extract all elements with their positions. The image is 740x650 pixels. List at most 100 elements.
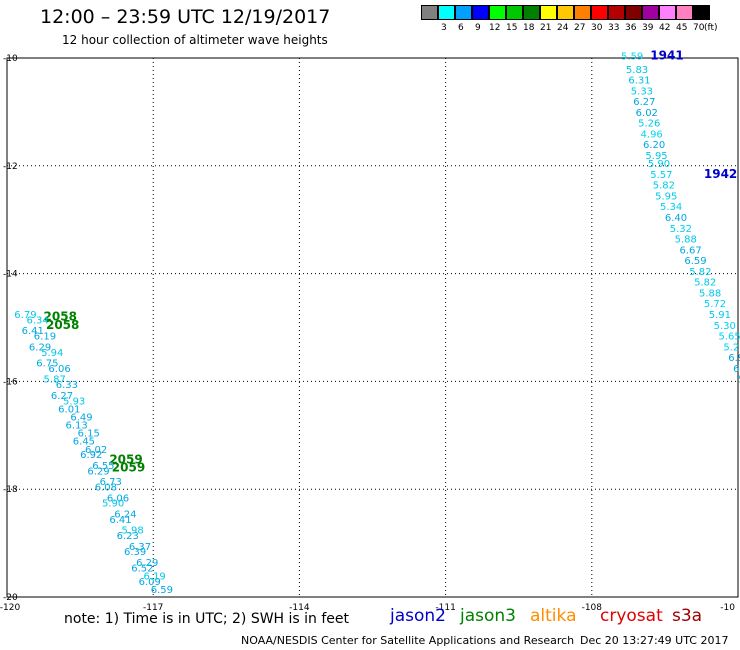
colorbar-label: 36 <box>625 23 637 33</box>
swh-value-label: 6.02 <box>636 108 658 119</box>
swh-value-label: 6.15 <box>78 429 100 440</box>
lon-tick-label: -120 <box>0 603 20 613</box>
swh-value-label: 5.95 <box>645 151 667 162</box>
pass-time-label: 2058 <box>46 318 79 332</box>
colorbar-swatch <box>421 5 438 20</box>
colorbar-label: (ft) <box>704 23 718 33</box>
lon-tick-label: -114 <box>289 603 310 613</box>
pass-time-label: 2058 <box>44 310 77 324</box>
swh-value-label: 6.31 <box>628 76 650 87</box>
colorbar-swatch <box>591 5 608 20</box>
swh-value-label: 6.20 <box>643 140 665 151</box>
pass-time-label: 2059 <box>109 453 142 467</box>
colorbar-swatch <box>455 5 472 20</box>
swh-value-label: 5.91 <box>709 310 731 321</box>
swh-value-label: 5.98 <box>122 526 144 537</box>
swh-value-label: 5.90 <box>102 499 124 510</box>
swh-value-label: 6.75 <box>36 359 58 370</box>
colorbar-swatch <box>506 5 523 20</box>
colorbar-swatch <box>574 5 591 20</box>
swh-value-label: 6.01 <box>58 404 80 415</box>
swh-value-label: 6.24 <box>114 509 136 520</box>
colorbar-swatch <box>693 5 710 20</box>
colorbar-swatch <box>472 5 489 20</box>
swh-value-label: 6.73 <box>100 477 122 488</box>
generation-timestamp: Dec 20 13:27:49 UTC 2017 <box>580 634 729 647</box>
swh-value-label: 6.79 <box>14 310 36 321</box>
swh-value-label: 6.49 <box>70 412 92 423</box>
colorbar-label: 18 <box>523 23 535 33</box>
lat-tick-label: -12 <box>3 162 18 172</box>
colorbar-swatch <box>676 5 693 20</box>
swh-value-label: 5.26 <box>638 119 660 130</box>
swh-value-label: 5.23 <box>723 342 740 353</box>
swh-value-label: 6.34 <box>26 315 48 326</box>
colorbar-label: 3 <box>441 23 447 33</box>
lat-tick-label: -14 <box>3 270 18 280</box>
swh-value-label: 6.27 <box>633 97 655 108</box>
swh-value-label: 6.06 <box>107 493 129 504</box>
lon-tick-label: -111 <box>435 603 455 613</box>
colorbar-label: 39 <box>642 23 654 33</box>
lat-tick-label: -18 <box>3 485 18 495</box>
satellite-jason2: jason2 <box>390 606 446 626</box>
pass-time-label: 2059 <box>112 461 145 475</box>
swh-value-label: 6.40 <box>665 213 687 224</box>
swh-value-label: 5.82 <box>689 267 711 278</box>
map-frame <box>6 57 739 598</box>
swh-value-label: 6.45 <box>73 437 95 448</box>
colorbar-swatch <box>523 5 540 20</box>
colorbar-swatch <box>642 5 659 20</box>
swh-value-label: 6.67 <box>680 245 702 256</box>
satellite-s3a: s3a <box>672 606 703 626</box>
swh-value-label: 6.52 <box>131 563 153 574</box>
swh-value-label: 5.60 <box>738 375 740 386</box>
swh-value-label: 5.82 <box>694 278 716 289</box>
map-title: 12:00 – 23:59 UTC 12/19/2017 <box>40 6 331 28</box>
swh-value-label: 5.95 <box>655 191 677 202</box>
colorbar-label: 12 <box>489 23 501 33</box>
credit-line: NOAA/NESDIS Center for Satellite Applica… <box>241 634 575 647</box>
colorbar-swatch <box>659 5 676 20</box>
swh-value-label: 6.29 <box>733 364 740 375</box>
swh-value-label: 6.27 <box>51 391 73 402</box>
swh-value-label: 6.08 <box>95 483 117 494</box>
swh-value-label: 6.09 <box>139 577 161 588</box>
swh-value-label: 5.88 <box>699 288 721 299</box>
swh-value-label: 6.02 <box>85 445 107 456</box>
swh-value-label: 6.41 <box>109 515 131 526</box>
swh-value-label: 5.88 <box>675 235 697 246</box>
pass-time-label: 1941 <box>650 48 683 62</box>
swh-value-label: 6.19 <box>34 332 56 343</box>
swh-value-label: 5.59 <box>621 51 643 62</box>
swh-value-label: 5.33 <box>631 86 653 97</box>
colorbar-swatch <box>540 5 557 20</box>
colorbar-swatch <box>608 5 625 20</box>
swh-value-label: 5.32 <box>670 224 692 235</box>
swh-value-label: 6.55 <box>92 461 114 472</box>
swh-value-label: 6.37 <box>129 542 151 553</box>
colorbar-label: 15 <box>506 23 518 33</box>
swh-value-label: 5.93 <box>63 396 85 407</box>
lat-tick-label: -16 <box>3 377 18 387</box>
swh-value-label: 6.39 <box>124 547 146 558</box>
colorbar-label: 42 <box>659 23 671 33</box>
map-subtitle: 12 hour collection of altimeter wave hei… <box>62 33 328 47</box>
swh-value-label: 6.29 <box>136 558 158 569</box>
colorbar-swatch <box>557 5 574 20</box>
satellite-jason3: jason3 <box>460 606 516 626</box>
colorbar-label: 21 <box>540 23 552 33</box>
colorbar-label: 24 <box>557 23 569 33</box>
swh-value-label: 6.33 <box>56 380 78 391</box>
satellite-altika: altika <box>530 606 577 626</box>
lon-tick-label: -117 <box>143 603 163 613</box>
pass-time-label: 1942 <box>704 167 737 181</box>
lat-tick-label: -20 <box>3 593 18 603</box>
swh-value-label: 5.94 <box>41 348 63 359</box>
swh-value-label: 4.96 <box>641 129 663 140</box>
swh-value-label: 6.06 <box>48 364 70 375</box>
swh-value-label: 6.29 <box>29 342 51 353</box>
colorbar-label: 9 <box>475 23 481 33</box>
swh-value-label: 5.65 <box>719 332 740 343</box>
